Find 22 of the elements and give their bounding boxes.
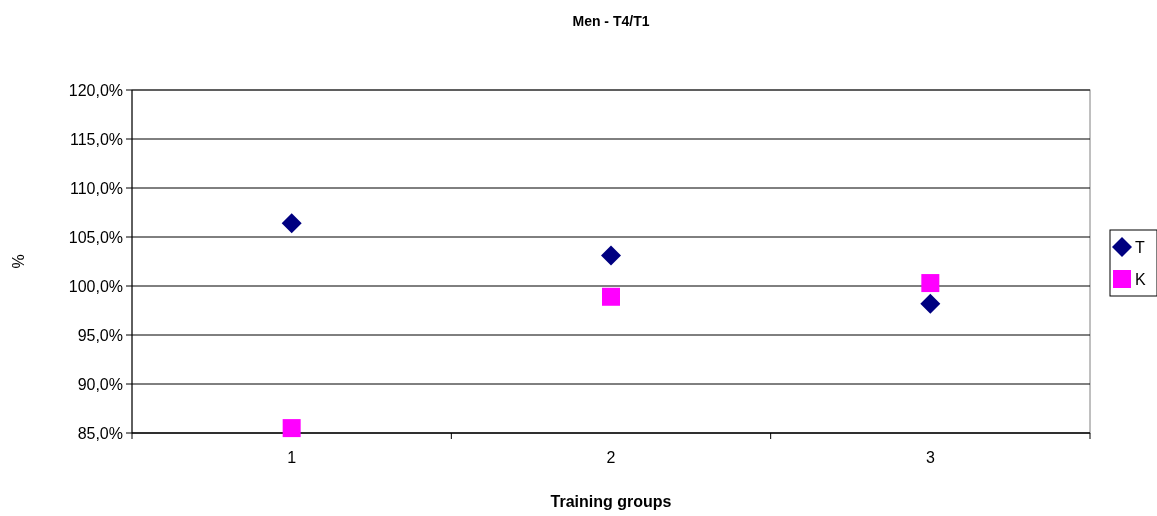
y-tick-label: 110,0% xyxy=(69,179,123,197)
point xyxy=(602,287,620,306)
y-tick-label: 115,0% xyxy=(69,130,123,148)
y-tick-label: 90,0% xyxy=(77,375,123,393)
x-tick-label: 3 xyxy=(925,449,935,466)
legend-label: T xyxy=(1135,238,1145,256)
point xyxy=(921,274,940,293)
x-tick-label: 1 xyxy=(287,449,297,466)
point xyxy=(282,419,301,438)
chart-title: Men - T4/T1 xyxy=(572,13,650,29)
y-axis-title: % xyxy=(10,254,27,269)
x-tick-label: 2 xyxy=(606,449,616,466)
point xyxy=(601,245,621,266)
y-tick-label: 95,0% xyxy=(77,326,123,344)
y-tick-label: 105,0% xyxy=(68,228,123,246)
x-axis-title: Training groups xyxy=(550,493,672,510)
y-tick-label: 120,0% xyxy=(68,81,123,99)
point xyxy=(920,293,941,314)
point xyxy=(281,213,302,234)
y-tick-label: 85,0% xyxy=(77,424,123,442)
legend-label: K xyxy=(1135,270,1146,288)
y-tick-label: 100,0% xyxy=(68,277,123,295)
